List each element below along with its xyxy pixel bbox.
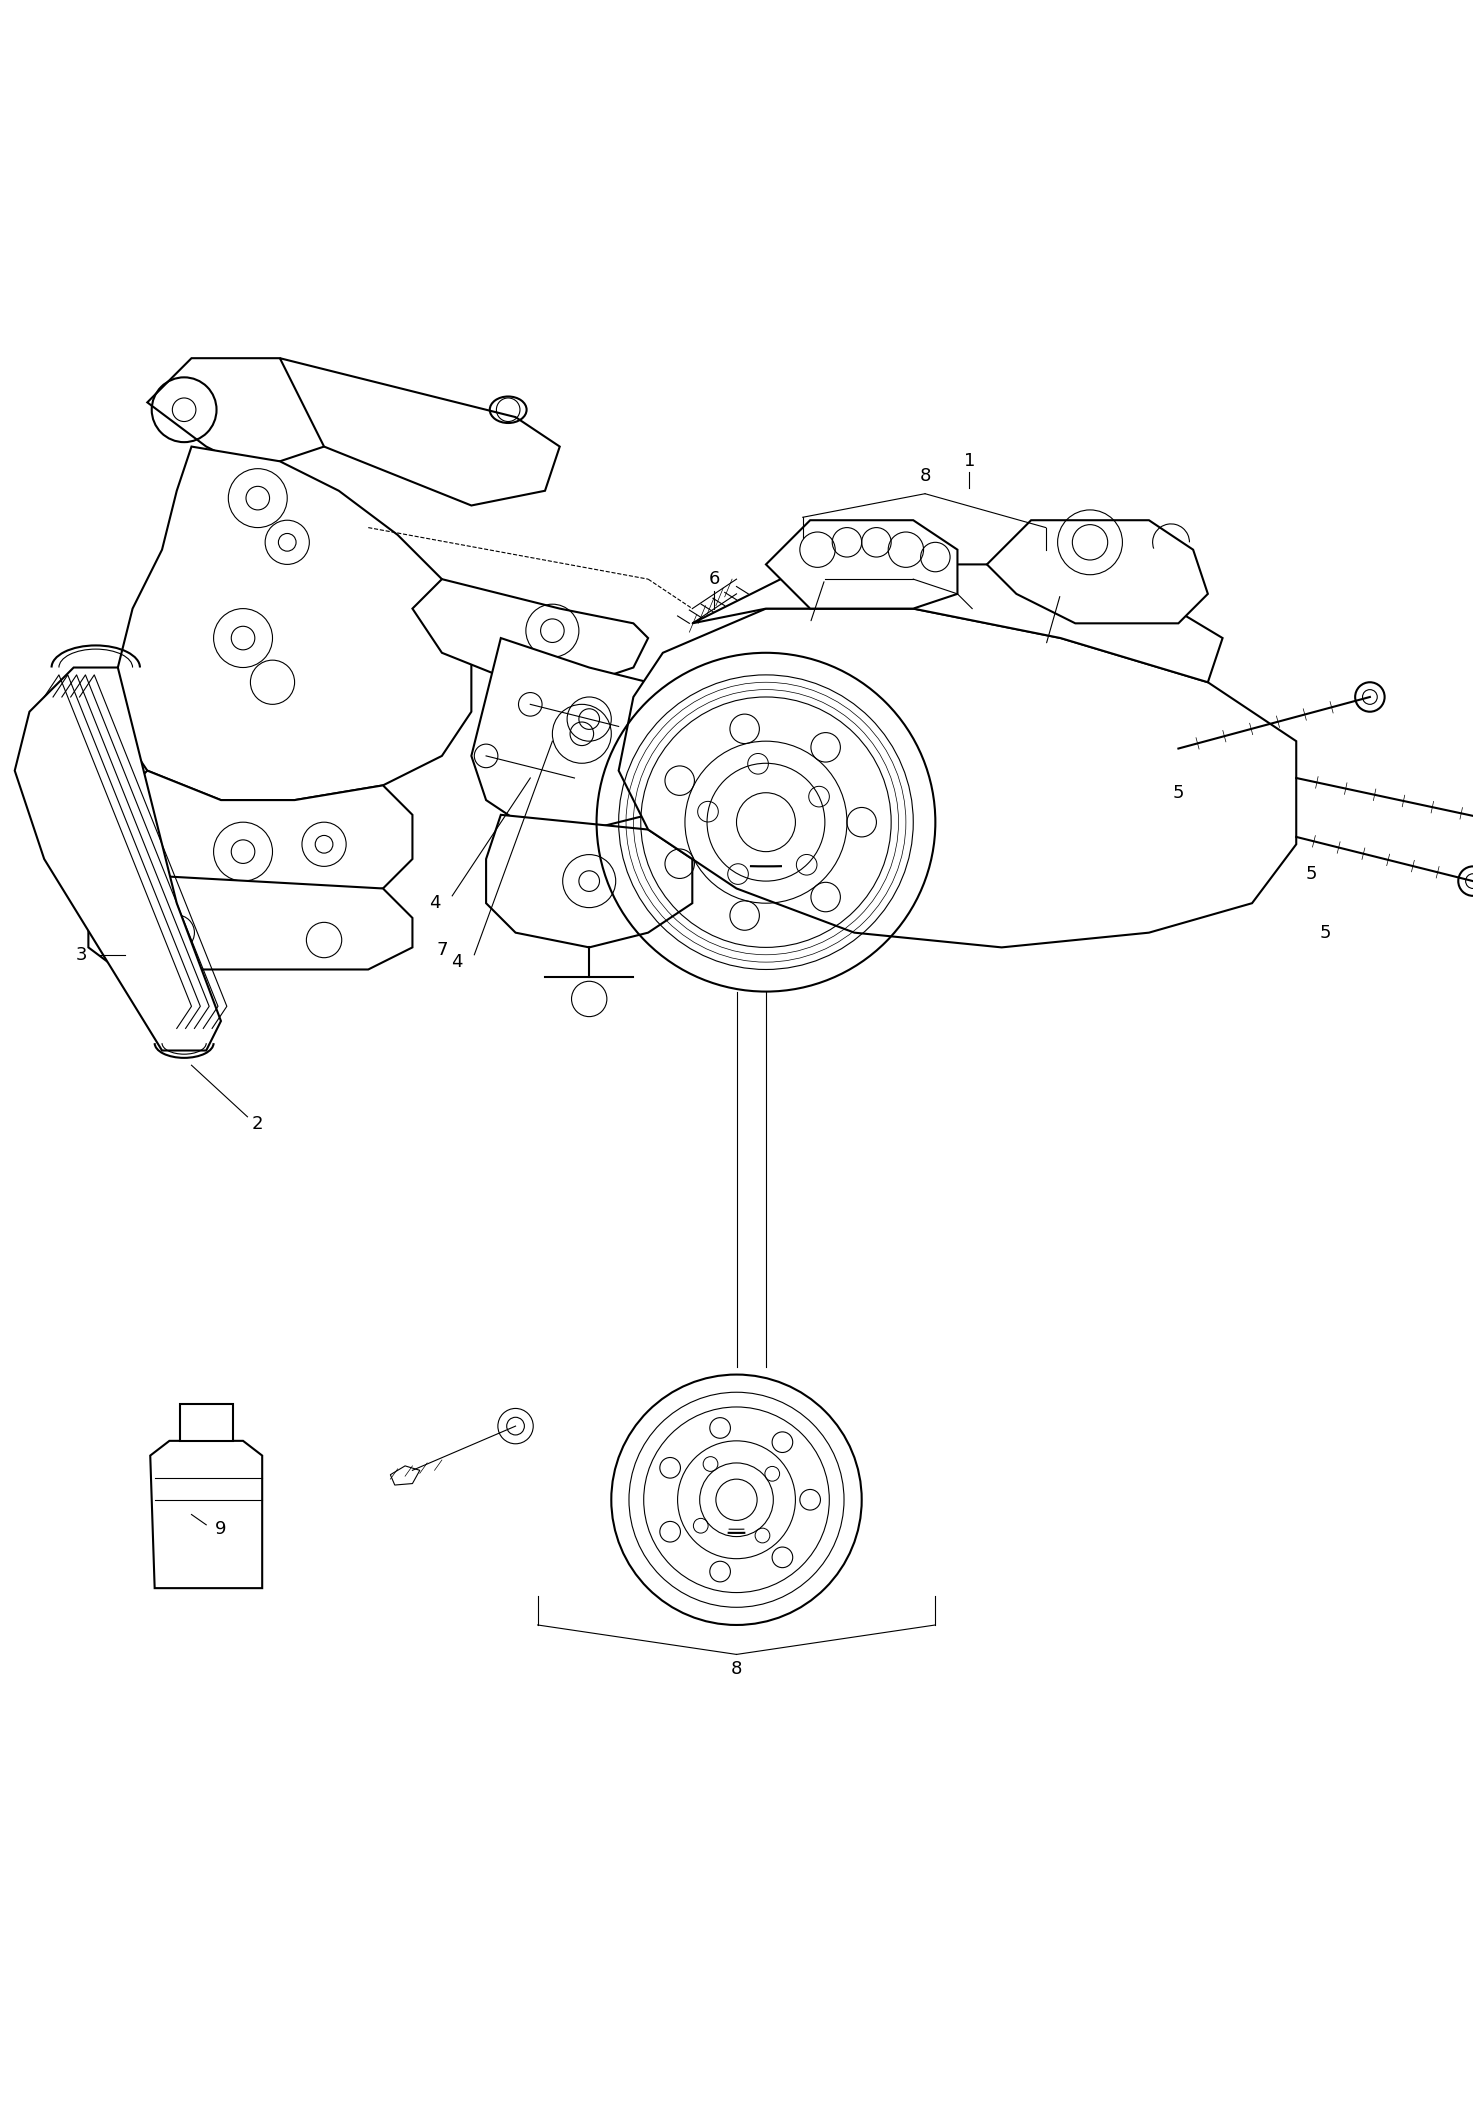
Polygon shape: [150, 1441, 262, 1588]
Polygon shape: [619, 609, 1296, 948]
Polygon shape: [280, 357, 560, 506]
Polygon shape: [118, 771, 412, 903]
Polygon shape: [692, 565, 1223, 683]
Text: 4: 4: [451, 954, 463, 971]
Polygon shape: [180, 1403, 233, 1441]
Polygon shape: [15, 668, 221, 1050]
Text: 6: 6: [709, 569, 720, 588]
Text: 1: 1: [963, 452, 975, 471]
Text: 5: 5: [1320, 924, 1332, 941]
Text: 2: 2: [252, 1116, 264, 1132]
Text: 8: 8: [731, 1660, 742, 1679]
Text: 8: 8: [919, 466, 931, 485]
Text: 3: 3: [75, 945, 87, 964]
Text: 7: 7: [436, 941, 448, 960]
Polygon shape: [987, 521, 1208, 624]
Text: 4: 4: [429, 895, 440, 912]
Polygon shape: [766, 521, 957, 609]
Polygon shape: [486, 815, 692, 948]
Polygon shape: [88, 874, 412, 969]
Text: 9: 9: [215, 1521, 227, 1538]
Polygon shape: [412, 580, 648, 683]
Text: 5: 5: [1173, 784, 1184, 803]
Polygon shape: [118, 448, 471, 800]
Text: 5: 5: [1305, 866, 1317, 882]
Polygon shape: [147, 357, 324, 462]
Polygon shape: [471, 639, 692, 830]
